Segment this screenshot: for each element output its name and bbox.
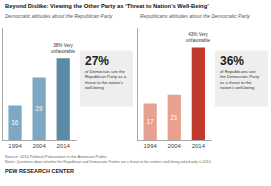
svg-text:38% Veryunfavorable: 38% Veryunfavorable bbox=[51, 43, 75, 54]
svg-text:of Republicans seethe Democrat: of Republicans seethe Democratic Partyas… bbox=[220, 69, 260, 90]
svg-text:1994: 1994 bbox=[144, 143, 158, 149]
svg-text:of Democrats see theRepublican: of Democrats see theRepublican Party as … bbox=[85, 69, 127, 90]
svg-text:1994: 1994 bbox=[8, 143, 22, 149]
svg-text:Republicans attitudes about th: Republicans attitudes about the Democrat… bbox=[140, 13, 250, 19]
svg-text:Beyond Dislike: Viewing the Ot: Beyond Dislike: Viewing the Other Party … bbox=[5, 3, 209, 9]
svg-text:PEW RESEARCH CENTER: PEW RESEARCH CENTER bbox=[5, 168, 74, 174]
svg-text:2014: 2014 bbox=[57, 143, 71, 149]
svg-text:29: 29 bbox=[35, 105, 43, 112]
svg-text:2004: 2004 bbox=[32, 143, 46, 149]
svg-text:16: 16 bbox=[11, 119, 19, 126]
svg-text:43% Veryunfavorable: 43% Veryunfavorable bbox=[186, 32, 210, 43]
svg-text:Notes: Questions about whether: Notes: Questions about whether the Repub… bbox=[5, 160, 211, 164]
svg-text:2014: 2014 bbox=[192, 143, 206, 149]
svg-text:27%: 27% bbox=[85, 54, 109, 68]
svg-text:Democratic attitudes about the: Democratic attitudes about the Republica… bbox=[5, 13, 113, 19]
svg-text:17: 17 bbox=[146, 118, 154, 125]
svg-text:36%: 36% bbox=[220, 54, 244, 68]
svg-text:Source: 2014 Political Polariz: Source: 2014 Political Polarization in t… bbox=[5, 154, 108, 159]
svg-text:2004: 2004 bbox=[168, 143, 182, 149]
svg-text:21: 21 bbox=[170, 114, 178, 121]
